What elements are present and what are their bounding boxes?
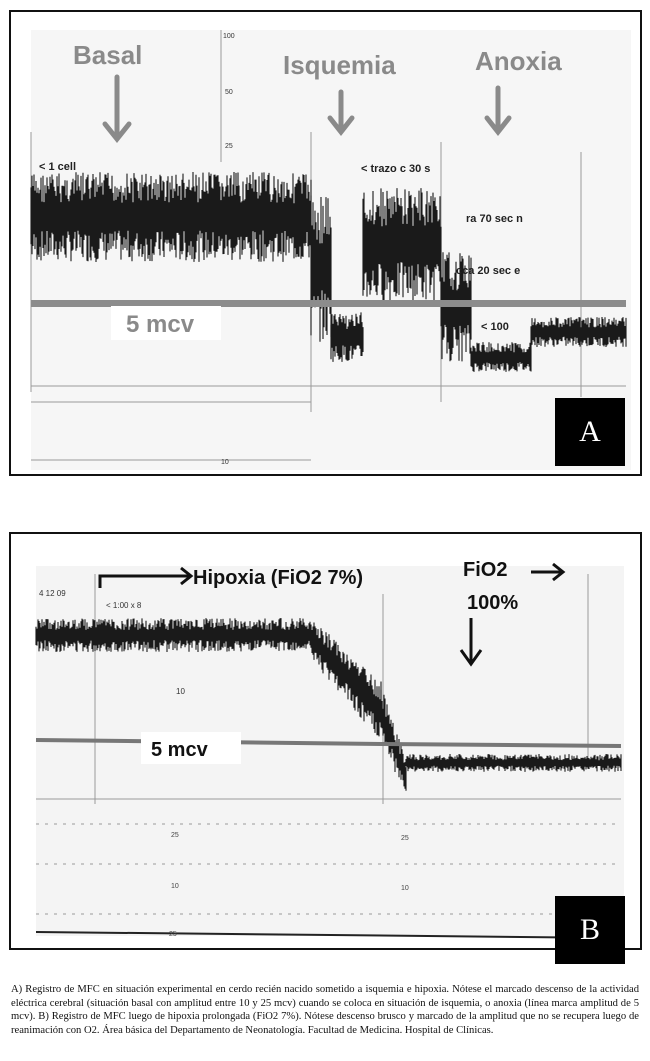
panel-a-arrows — [102, 74, 512, 144]
phase-label-anoxia: Anoxia — [475, 46, 562, 76]
figure-caption: A) Registro de MFC en situación experime… — [11, 984, 639, 1036]
trace-text-time: 4 12 09 — [39, 589, 66, 598]
panel-b-letter: B — [555, 896, 625, 964]
trace-text-20: cca 20 sec e — [456, 265, 520, 277]
panel-b-trace-chart: 5 mcv Hipoxia (FiO2 7%) FiO2 100% 4 12 0… — [35, 559, 624, 939]
scale-mark-25: 25 — [169, 931, 177, 938]
figure-panel-a: 100 50 25 10 < 1 cell < trazo c 30 s ra … — [9, 10, 642, 476]
panel-a-scale-label-bg — [111, 306, 221, 340]
scale-mark-25: 25 — [401, 835, 409, 842]
hypoxia-label: Hipoxia (FiO2 7%) — [193, 567, 363, 589]
panel-b-grid — [36, 574, 621, 915]
fio2-right-arrow — [531, 562, 566, 582]
panel-a-scale-line — [31, 300, 626, 307]
panel-b-scale-label: 5 mcv — [151, 739, 209, 761]
panel-a-trace-texts: < 1 cell < trazo c 30 s ra 70 sec n cca … — [39, 161, 523, 333]
panel-b-scale-marks: 25 10 25 10 25 — [169, 832, 409, 938]
trace-text-70: ra 70 sec n — [466, 213, 523, 225]
hypoxia-arrow — [98, 566, 194, 588]
panel-b-baseline — [35, 931, 622, 939]
phase-label-basal: Basal — [73, 40, 142, 70]
figure-panel-b: 5 mcv Hipoxia (FiO2 7%) FiO2 100% 4 12 0… — [9, 532, 642, 964]
panel-b-scale-label-bg — [141, 732, 241, 764]
phase-label-isquemia: Isquemia — [283, 50, 396, 80]
scale-mark-50: 50 — [225, 89, 233, 96]
fio2-down-arrow — [459, 618, 483, 667]
trace-text-10: 10 — [176, 687, 185, 696]
panel-a-scale-label: 5 mcv — [126, 311, 195, 338]
fio2-value: 100% — [467, 592, 518, 614]
trace-text-trazo: < trazo c 30 s — [361, 163, 430, 175]
scale-mark-10: 10 — [221, 459, 229, 466]
panel-a-scale-marks: 100 50 25 10 — [221, 33, 235, 466]
trace-text-cell: < 1 cell — [39, 161, 76, 173]
trace-text-100: < 100 — [481, 321, 509, 333]
panel-a-trace-chart: 100 50 25 10 < 1 cell < trazo c 30 s ra … — [30, 30, 631, 470]
panel-b-screen — [36, 566, 624, 936]
trace-text-speed: < 1:00 x 8 — [106, 601, 142, 610]
panel-b-trace-texts: 4 12 09 < 1:00 x 8 10 — [39, 589, 185, 696]
scale-mark-25: 25 — [225, 143, 233, 150]
scale-mark-10: 10 — [401, 885, 409, 892]
scale-mark-100: 100 — [223, 33, 235, 40]
panel-b-eeg-trace — [35, 618, 622, 791]
scale-mark-10: 10 — [171, 883, 179, 890]
panel-a-letter: A — [555, 398, 625, 466]
scale-mark-25: 25 — [171, 832, 179, 839]
fio2-label: FiO2 — [463, 559, 507, 581]
